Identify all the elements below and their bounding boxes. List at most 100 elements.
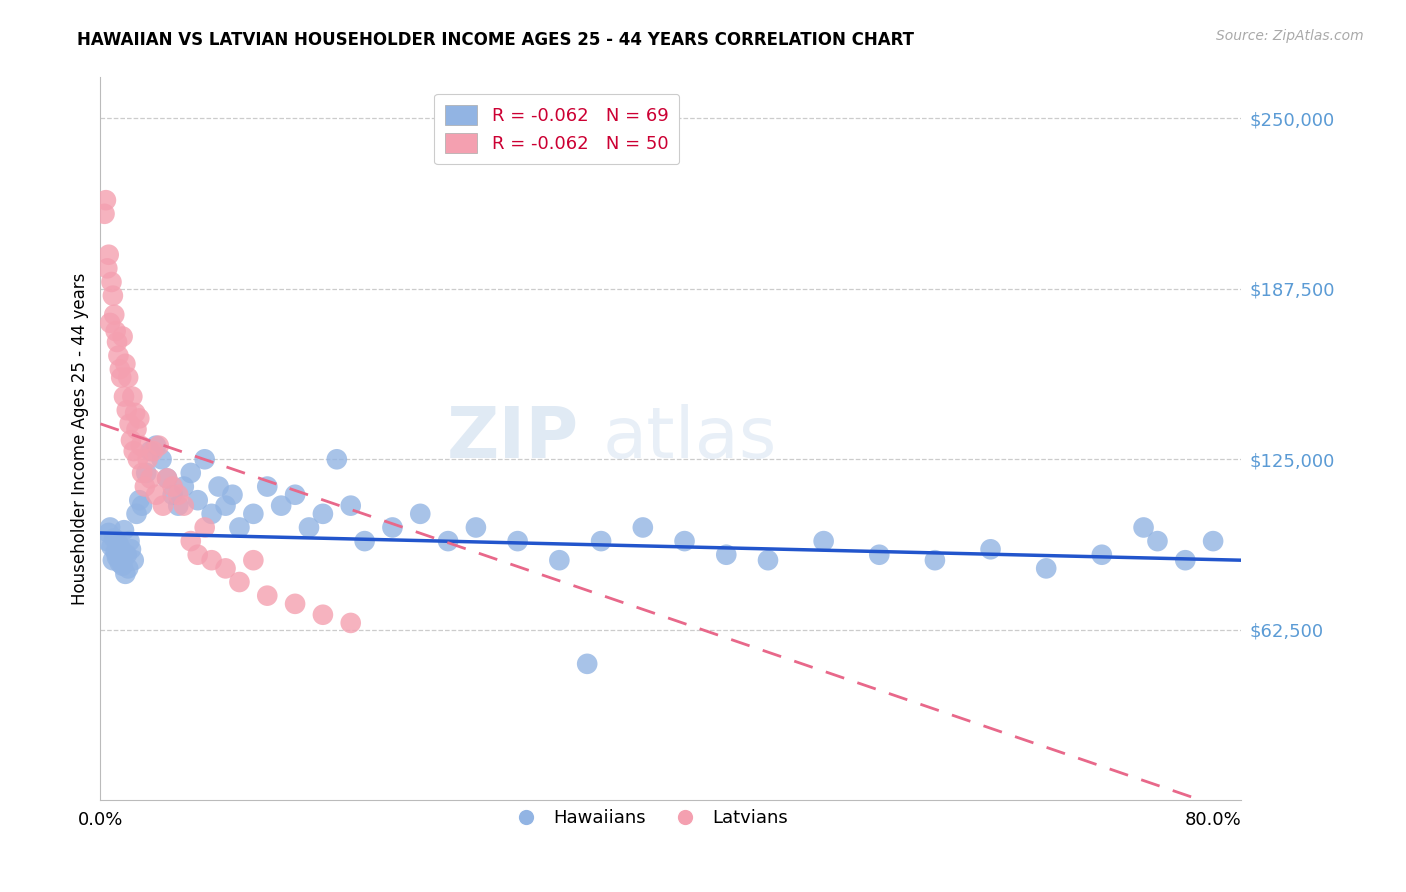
Point xyxy=(228,574,250,589)
Point xyxy=(122,553,145,567)
Point xyxy=(381,520,404,534)
Point xyxy=(96,534,118,549)
Point xyxy=(868,548,890,562)
Point xyxy=(131,499,153,513)
Point xyxy=(103,532,125,546)
Point xyxy=(464,520,486,534)
Y-axis label: Householder Income Ages 25 - 44 years: Householder Income Ages 25 - 44 years xyxy=(72,273,89,605)
Point xyxy=(201,507,224,521)
Point xyxy=(120,542,142,557)
Point xyxy=(125,507,148,521)
Point xyxy=(114,357,136,371)
Point xyxy=(339,499,361,513)
Point xyxy=(1202,534,1225,549)
Point xyxy=(173,479,195,493)
Point xyxy=(128,411,150,425)
Point xyxy=(139,444,162,458)
Point xyxy=(576,657,599,671)
Point xyxy=(108,556,131,570)
Point xyxy=(131,466,153,480)
Point xyxy=(104,545,127,559)
Point xyxy=(127,452,149,467)
Point xyxy=(115,403,138,417)
Point xyxy=(284,488,307,502)
Point xyxy=(156,471,179,485)
Point xyxy=(548,553,571,567)
Point xyxy=(134,479,156,493)
Point xyxy=(111,329,134,343)
Point xyxy=(813,534,835,549)
Point xyxy=(214,561,236,575)
Point xyxy=(312,607,335,622)
Point xyxy=(98,520,121,534)
Point xyxy=(105,334,128,349)
Point xyxy=(167,499,190,513)
Point xyxy=(1146,534,1168,549)
Point xyxy=(270,499,292,513)
Point xyxy=(180,466,202,480)
Point xyxy=(145,439,167,453)
Point xyxy=(591,534,613,549)
Point xyxy=(207,479,229,493)
Point xyxy=(187,493,209,508)
Point xyxy=(96,261,118,276)
Point xyxy=(162,488,184,502)
Point xyxy=(284,597,307,611)
Point xyxy=(104,324,127,338)
Point xyxy=(128,493,150,508)
Point xyxy=(1174,553,1197,567)
Point xyxy=(242,507,264,521)
Point xyxy=(148,439,170,453)
Point xyxy=(118,417,141,431)
Point xyxy=(339,615,361,630)
Point xyxy=(194,452,217,467)
Point xyxy=(101,288,124,302)
Point xyxy=(101,553,124,567)
Point xyxy=(242,553,264,567)
Point xyxy=(122,444,145,458)
Text: ZIP: ZIP xyxy=(447,404,579,474)
Point xyxy=(201,553,224,567)
Point xyxy=(107,537,129,551)
Point xyxy=(156,471,179,485)
Point xyxy=(152,499,174,513)
Point xyxy=(326,452,349,467)
Point xyxy=(125,422,148,436)
Point xyxy=(1035,561,1057,575)
Point xyxy=(409,507,432,521)
Point xyxy=(118,534,141,549)
Point xyxy=(94,193,117,207)
Point xyxy=(108,362,131,376)
Point xyxy=(298,520,321,534)
Point xyxy=(145,488,167,502)
Point xyxy=(506,534,529,549)
Point xyxy=(256,479,278,493)
Point xyxy=(135,466,157,480)
Point xyxy=(117,561,139,575)
Point xyxy=(1132,520,1154,534)
Text: Source: ZipAtlas.com: Source: ZipAtlas.com xyxy=(1216,29,1364,43)
Point xyxy=(110,542,132,557)
Point xyxy=(631,520,654,534)
Point xyxy=(173,499,195,513)
Point xyxy=(115,548,138,562)
Point xyxy=(136,452,159,467)
Point xyxy=(162,479,184,493)
Point xyxy=(117,370,139,384)
Point xyxy=(103,308,125,322)
Point xyxy=(97,248,120,262)
Point xyxy=(256,589,278,603)
Point xyxy=(437,534,460,549)
Text: HAWAIIAN VS LATVIAN HOUSEHOLDER INCOME AGES 25 - 44 YEARS CORRELATION CHART: HAWAIIAN VS LATVIAN HOUSEHOLDER INCOME A… xyxy=(77,31,914,49)
Point xyxy=(221,488,243,502)
Point xyxy=(98,316,121,330)
Point xyxy=(100,275,122,289)
Point xyxy=(93,207,115,221)
Point xyxy=(924,553,946,567)
Point xyxy=(120,433,142,447)
Text: atlas: atlas xyxy=(602,404,776,474)
Point xyxy=(112,523,135,537)
Legend: Hawaiians, Latvians: Hawaiians, Latvians xyxy=(501,802,796,835)
Point xyxy=(1091,548,1114,562)
Point xyxy=(129,439,152,453)
